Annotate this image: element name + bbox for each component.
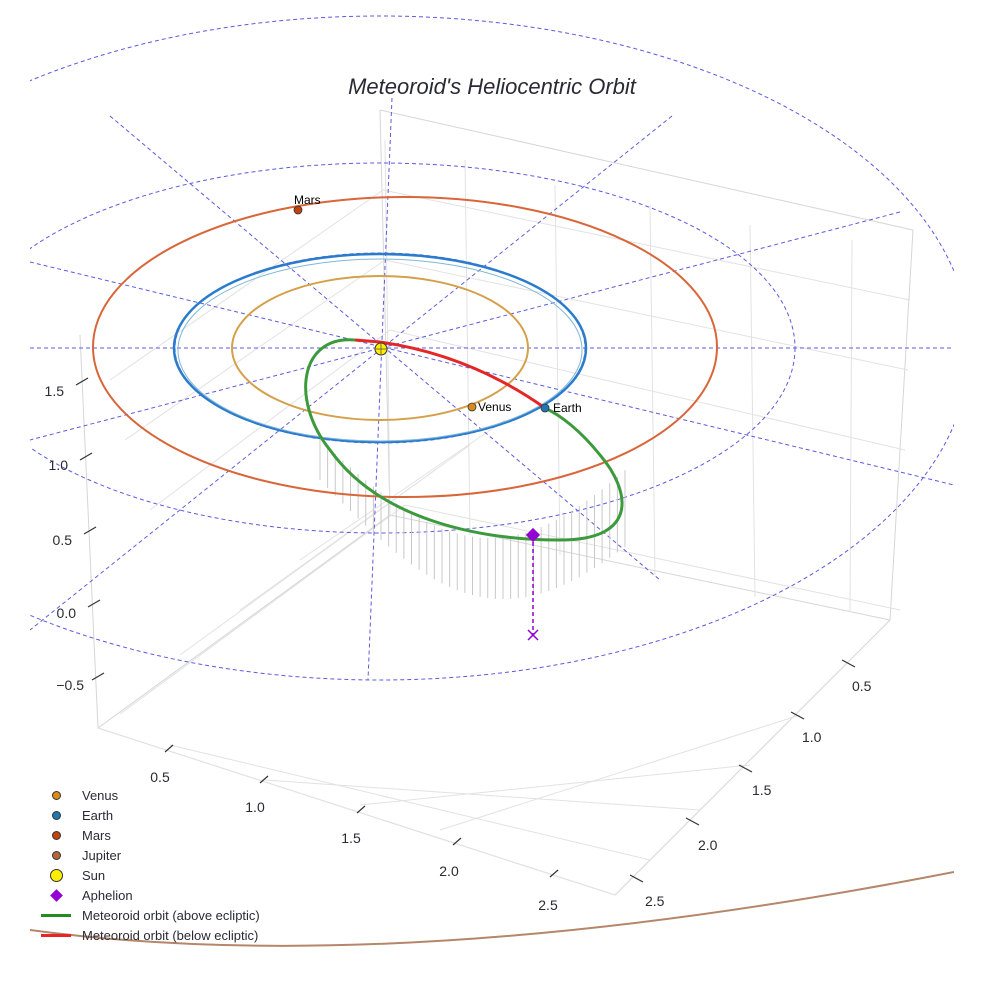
y-tick-label: 2.0: [698, 837, 718, 853]
legend-symbol: [30, 885, 82, 905]
ecliptic-radial: [30, 211, 901, 441]
x-axis: [164, 744, 559, 878]
earth-label: Earth: [553, 401, 582, 415]
venus-label: Venus: [478, 400, 511, 414]
x-tick-label: 1.5: [341, 830, 361, 846]
legend-symbol: [30, 785, 82, 805]
ecliptic-grid: [30, 15, 954, 681]
mars-marker: [293, 205, 303, 215]
box-frame: [79, 109, 914, 896]
legend-symbol: [30, 805, 82, 825]
aphelion-projection-marker: [527, 629, 539, 641]
legend-item-mars[interactable]: Mars: [30, 825, 260, 845]
projection-lines: [319, 440, 626, 600]
legend-item-orbit-below[interactable]: Meteoroid orbit (below ecliptic): [30, 925, 260, 945]
x-tick-label: 1.0: [245, 799, 265, 815]
x-tick-label: 2.0: [439, 863, 459, 879]
mars-orbit: [92, 196, 718, 498]
legend-label: Aphelion: [82, 887, 133, 903]
legend-label: Meteoroid orbit (below ecliptic): [82, 927, 259, 943]
z-tick-label: 1.5: [45, 383, 65, 399]
legend-label: Meteoroid orbit (above ecliptic): [82, 907, 260, 923]
legend-item-sun[interactable]: Sun: [30, 865, 260, 885]
chart-title: Meteoroid's Heliocentric Orbit: [348, 74, 636, 99]
grid-lines: [97, 139, 911, 896]
legend-item-orbit-above[interactable]: Meteoroid orbit (above ecliptic): [30, 905, 260, 925]
ecliptic-radial: [367, 97, 393, 681]
legend-symbol: [30, 845, 82, 865]
z-tick-label: 1.0: [49, 457, 69, 473]
earth-orbit-inner: [177, 258, 583, 442]
legend-label: Sun: [82, 867, 106, 883]
legend-item-earth[interactable]: Earth: [30, 805, 260, 825]
legend-label: Jupiter: [82, 847, 122, 863]
jupiter-orbit: [30, 871, 954, 947]
legend-label: Earth: [82, 807, 114, 823]
legend-item-venus[interactable]: Venus: [30, 785, 260, 805]
y-axis: [629, 659, 856, 883]
legend-label: Mars: [82, 827, 111, 843]
z-tick-label: 0.0: [57, 605, 77, 621]
legend-symbol: [30, 825, 82, 845]
legend-symbol: [30, 925, 82, 945]
legend-item-aphelion[interactable]: Aphelion: [30, 885, 260, 905]
earth-marker: [540, 403, 550, 413]
legend-symbol: [30, 905, 82, 925]
aphelion-marker: [525, 527, 541, 543]
venus-orbit: [231, 275, 529, 421]
z-tick-label: −0.5: [56, 677, 84, 693]
x-tick-label: 0.5: [150, 769, 170, 785]
meteoroid-orbit-below: [354, 338, 546, 410]
ecliptic-ring-outer: [30, 15, 954, 681]
z-axis: [75, 377, 105, 681]
legend-label: Venus: [82, 787, 119, 803]
earth-orbit: [172, 252, 588, 444]
legend: Venus Earth Mars Jupiter Sun Aphelion Me…: [30, 785, 260, 945]
y-tick-label: 2.5: [645, 893, 665, 909]
box-edges: [79, 109, 914, 896]
y-tick-label: 1.0: [802, 729, 822, 745]
legend-symbol: [30, 865, 82, 885]
mars-label: Mars: [294, 193, 321, 207]
y-tick-label: 1.5: [752, 782, 772, 798]
x-tick-label: 2.5: [538, 897, 558, 913]
ecliptic-radial: [30, 261, 954, 486]
meteoroid-orbit-above: [304, 338, 624, 542]
z-tick-label: 0.5: [53, 532, 73, 548]
y-tick-label: 0.5: [852, 678, 872, 694]
legend-item-jupiter[interactable]: Jupiter: [30, 845, 260, 865]
venus-marker: [467, 402, 477, 412]
